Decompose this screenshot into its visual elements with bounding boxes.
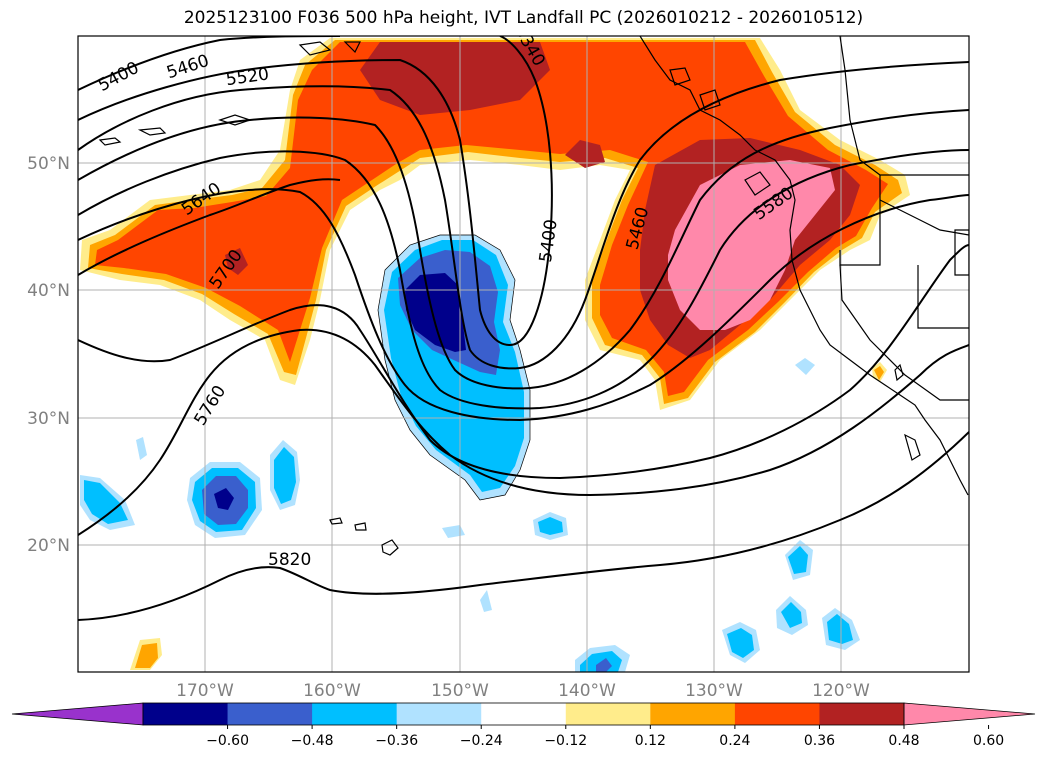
latitude-labels: 50°N 40°N 30°N 20°N <box>27 154 70 556</box>
longitude-labels: 170°W 160°W 150°W 140°W 130°W 120°W <box>176 681 870 701</box>
coastlines <box>98 36 969 556</box>
colorbar-segment <box>143 703 229 725</box>
contour-label: 5820 <box>268 550 311 570</box>
colorbar-segment <box>396 703 482 725</box>
colorbar-tick-label: −0.48 <box>291 733 334 749</box>
lon-label: 150°W <box>431 681 489 701</box>
lat-label: 30°N <box>27 409 70 429</box>
colorbar-segment <box>734 703 820 725</box>
colorbar-tick-label: 0.36 <box>804 733 835 749</box>
colorbar-segment <box>481 703 567 725</box>
colorbar-extend-left <box>11 702 144 726</box>
colorbar-tick-label: −0.36 <box>375 733 418 749</box>
lat-label: 20°N <box>27 536 70 556</box>
lon-label: 160°W <box>303 681 361 701</box>
lat-label: 40°N <box>27 281 70 301</box>
colorbar-segment <box>227 703 313 725</box>
colorbar-tick-label: 0.12 <box>635 733 666 749</box>
lon-label: 130°W <box>685 681 743 701</box>
lon-label: 140°W <box>558 681 616 701</box>
lon-label: 120°W <box>812 681 870 701</box>
lat-label: 50°N <box>27 154 70 174</box>
height-contours <box>78 36 969 621</box>
colorbar-segment <box>650 703 736 725</box>
colorbar-frame <box>142 702 905 726</box>
colorbar-tick-label: 0.60 <box>973 733 1004 749</box>
colorbar-tick-label: −0.60 <box>206 733 249 749</box>
colorbar-segment <box>312 703 398 725</box>
colorbar: −0.60 −0.48 −0.36 −0.24 −0.12 0.12 0.24 0.36 0.4… <box>11 702 1036 749</box>
colorbar-tick-label: −0.24 <box>460 733 503 749</box>
colorbar-extend-right <box>903 702 1036 726</box>
map-title: 2025123100 F036 500 hPa height, IVT Land… <box>183 8 864 28</box>
lon-label: 170°W <box>176 681 234 701</box>
colorbar-segment <box>565 703 651 725</box>
ivt-outline <box>377 234 531 501</box>
colorbar-tick-label: 0.24 <box>719 733 750 749</box>
colorbar-tick-label: 0.48 <box>888 733 919 749</box>
colorbar-segment <box>819 703 905 725</box>
colorbar-tick-label: −0.12 <box>544 733 587 749</box>
map-frame <box>77 35 970 673</box>
